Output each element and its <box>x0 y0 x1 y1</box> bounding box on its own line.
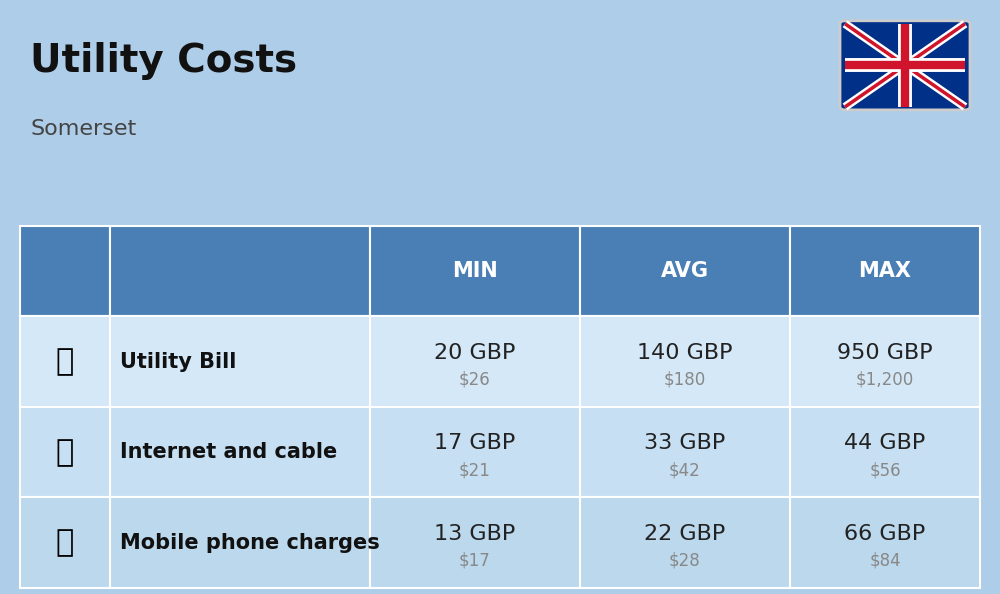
FancyBboxPatch shape <box>20 498 110 588</box>
Text: $26: $26 <box>459 371 491 388</box>
FancyBboxPatch shape <box>110 316 370 407</box>
FancyBboxPatch shape <box>370 316 580 407</box>
Text: $1,200: $1,200 <box>856 371 914 388</box>
FancyBboxPatch shape <box>580 498 790 588</box>
Text: 📱: 📱 <box>56 528 74 557</box>
FancyBboxPatch shape <box>840 21 970 110</box>
Text: Internet and cable: Internet and cable <box>120 442 337 462</box>
Text: $56: $56 <box>869 462 901 479</box>
Text: 140 GBP: 140 GBP <box>637 343 733 362</box>
Text: AVG: AVG <box>661 261 709 281</box>
FancyBboxPatch shape <box>20 407 110 497</box>
Text: $180: $180 <box>664 371 706 388</box>
Text: Somerset: Somerset <box>30 119 136 139</box>
Text: 📡: 📡 <box>56 438 74 467</box>
FancyBboxPatch shape <box>370 226 580 316</box>
FancyBboxPatch shape <box>580 226 790 316</box>
Text: 13 GBP: 13 GBP <box>434 524 516 544</box>
Text: 33 GBP: 33 GBP <box>644 433 726 453</box>
Text: $84: $84 <box>869 552 901 570</box>
Text: Utility Costs: Utility Costs <box>30 42 297 80</box>
Text: $42: $42 <box>669 462 701 479</box>
Text: 🔌: 🔌 <box>56 347 74 376</box>
Text: 66 GBP: 66 GBP <box>844 524 926 544</box>
Text: $21: $21 <box>459 462 491 479</box>
FancyBboxPatch shape <box>20 316 110 407</box>
FancyBboxPatch shape <box>790 226 980 316</box>
FancyBboxPatch shape <box>110 226 370 316</box>
FancyBboxPatch shape <box>110 407 370 497</box>
Text: MIN: MIN <box>452 261 498 281</box>
FancyBboxPatch shape <box>370 407 580 497</box>
FancyBboxPatch shape <box>20 226 110 316</box>
Text: $17: $17 <box>459 552 491 570</box>
FancyBboxPatch shape <box>790 498 980 588</box>
Text: 44 GBP: 44 GBP <box>844 433 926 453</box>
FancyBboxPatch shape <box>110 498 370 588</box>
Text: Utility Bill: Utility Bill <box>120 352 236 372</box>
FancyBboxPatch shape <box>580 407 790 497</box>
FancyBboxPatch shape <box>580 316 790 407</box>
FancyBboxPatch shape <box>370 498 580 588</box>
Text: 20 GBP: 20 GBP <box>434 343 516 362</box>
FancyBboxPatch shape <box>790 407 980 497</box>
FancyBboxPatch shape <box>790 316 980 407</box>
Text: 22 GBP: 22 GBP <box>644 524 726 544</box>
Text: MAX: MAX <box>858 261 912 281</box>
Text: 950 GBP: 950 GBP <box>837 343 933 362</box>
Text: $28: $28 <box>669 552 701 570</box>
Text: Mobile phone charges: Mobile phone charges <box>120 533 380 553</box>
Text: 17 GBP: 17 GBP <box>434 433 516 453</box>
